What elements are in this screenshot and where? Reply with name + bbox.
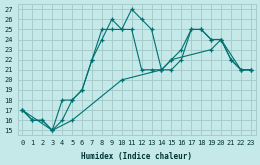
X-axis label: Humidex (Indice chaleur): Humidex (Indice chaleur) [81,152,192,161]
